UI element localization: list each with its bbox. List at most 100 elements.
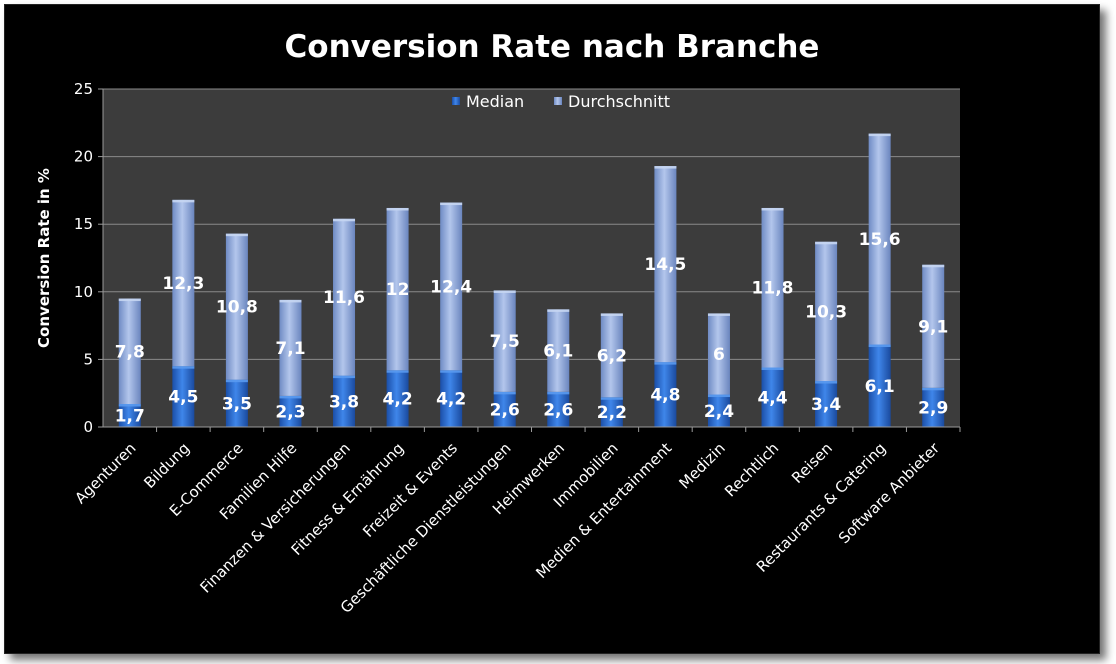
data-label-median: 6,1: [865, 377, 895, 397]
bar-cap-median: [333, 375, 356, 379]
bar-durchschnitt: [279, 299, 302, 396]
bar-cap-durchschnitt: [386, 207, 409, 211]
bar-durchschnitt: [654, 166, 677, 363]
x-tick-label: Agenturen: [71, 439, 139, 507]
bar-cap-median: [815, 381, 838, 384]
legend-item-durchschnitt: Durchschnitt: [554, 92, 670, 111]
bar-median: [386, 370, 409, 427]
data-label-median: 2,3: [275, 402, 305, 422]
y-tick-label: 10: [74, 283, 93, 301]
bar-durchschnitt: [333, 218, 356, 376]
legend-swatch-durchschnitt: [554, 97, 562, 105]
bar-cap-durchschnitt: [707, 313, 730, 316]
data-label-median: 2,6: [490, 400, 520, 420]
bar-cap-durchschnitt: [868, 133, 891, 137]
data-label-median: 2,4: [704, 402, 734, 422]
data-label-median: 4,5: [168, 388, 198, 408]
legend-label-durchschnitt: Durchschnitt: [568, 92, 670, 111]
x-tick-label: Freizeit & Events: [359, 439, 461, 541]
bar-median: [547, 391, 570, 427]
bar-cap-durchschnitt: [333, 218, 356, 222]
legend-item-median: Median: [452, 92, 524, 111]
legend-label-median: Median: [466, 92, 524, 111]
bar-durchschnitt: [922, 264, 945, 388]
bar-median: [654, 362, 677, 427]
data-label-durchschnitt: 14,5: [644, 255, 686, 275]
bar-durchschnitt: [868, 133, 891, 345]
chart-container: Conversion Rate nach Branche 1,7 7,8 4,5 12…: [4, 4, 1100, 654]
bar-cap-median: [440, 370, 463, 373]
bar-median: [815, 381, 838, 427]
bar-cap-median: [279, 395, 302, 399]
data-label-median: 3,4: [811, 395, 841, 415]
data-label-durchschnitt: 6,2: [597, 346, 627, 366]
x-tick-label: Medizin: [675, 439, 728, 492]
data-label-durchschnitt: 7,1: [275, 339, 305, 359]
chart-title: Conversion Rate nach Branche: [285, 29, 820, 65]
y-tick-label: 20: [74, 148, 93, 166]
data-label-median: 2,9: [918, 398, 948, 418]
y-axis-ticks: 0 5 10 15 20 25: [74, 80, 103, 436]
data-label-median: 4,8: [650, 386, 680, 406]
bar-cap-durchschnitt: [440, 202, 463, 206]
data-label-durchschnitt: 11,8: [752, 279, 794, 299]
bar-median: [118, 404, 141, 427]
bar-durchschnitt: [118, 298, 141, 405]
data-label-median: 2,6: [543, 400, 573, 420]
bar-durchschnitt: [225, 233, 248, 380]
data-label-median: 4,2: [436, 390, 466, 410]
bar-cap-median: [600, 397, 623, 400]
y-tick-label: 15: [74, 215, 93, 233]
bar-median: [707, 394, 730, 427]
bar-cap-median: [172, 366, 195, 369]
data-label-durchschnitt: 11,6: [323, 288, 365, 308]
bar-cap-median: [761, 367, 784, 371]
data-label-durchschnitt: 12,4: [430, 277, 472, 297]
bar-median: [922, 387, 945, 427]
bar-cap-median: [493, 391, 516, 395]
y-axis-label: Conversion Rate in %: [35, 168, 53, 348]
data-label-durchschnitt: 15,6: [859, 230, 901, 250]
data-label-durchschnitt: 6: [713, 345, 725, 365]
x-tick-label: Software Anbieter: [835, 439, 944, 548]
bar-cap-durchschnitt: [547, 309, 570, 312]
bar-cap-median: [707, 394, 730, 398]
bar-cap-durchschnitt: [654, 166, 677, 169]
data-labels: 1,7 7,8 4,5 12,3 3,5 10,8 2,3 7,1 3,8 11,6 4,2 12 4,…: [115, 230, 949, 426]
bar-durchschnitt: [547, 309, 570, 392]
bar-cap-median: [118, 404, 141, 407]
bar-median: [225, 379, 248, 427]
y-tick-label: 25: [74, 80, 93, 98]
bar-cap-durchschnitt: [172, 199, 195, 203]
bar-cap-median: [922, 387, 945, 391]
bar-durchschnitt: [707, 313, 730, 395]
bar-median: [172, 366, 195, 427]
bar-durchschnitt: [172, 199, 195, 367]
bar-median: [761, 367, 784, 427]
bar-cap-durchschnitt: [600, 313, 623, 316]
bar-durchschnitt: [761, 207, 784, 368]
data-label-median: 2,2: [597, 403, 627, 423]
bar-cap-median: [654, 362, 677, 365]
bar-durchschnitt: [600, 313, 623, 398]
bar-cap-median: [868, 344, 891, 348]
bar-durchschnitt: [440, 202, 463, 371]
bar-cap-durchschnitt: [118, 298, 141, 302]
y-tick-label: 0: [83, 418, 93, 436]
bar-cap-durchschnitt: [815, 241, 838, 245]
chart-canvas: Conversion Rate nach Branche 1,7 7,8 4,5 12…: [35, 29, 961, 617]
bar-median: [279, 395, 302, 427]
data-label-durchschnitt: 12,3: [162, 274, 204, 294]
bar-cap-durchschnitt: [761, 207, 784, 211]
bars: [118, 133, 945, 427]
bar-median: [868, 344, 891, 427]
data-label-median: 1,7: [115, 407, 145, 427]
bar-cap-durchschnitt: [922, 264, 945, 268]
bar-cap-median: [547, 391, 570, 395]
data-label-median: 3,5: [222, 394, 252, 414]
data-label-durchschnitt: 10,3: [805, 302, 847, 322]
data-label-median: 4,2: [383, 390, 413, 410]
x-tick-label: Rechtlich: [721, 439, 782, 500]
bar-durchschnitt: [386, 207, 409, 371]
bar-cap-median: [225, 379, 248, 383]
